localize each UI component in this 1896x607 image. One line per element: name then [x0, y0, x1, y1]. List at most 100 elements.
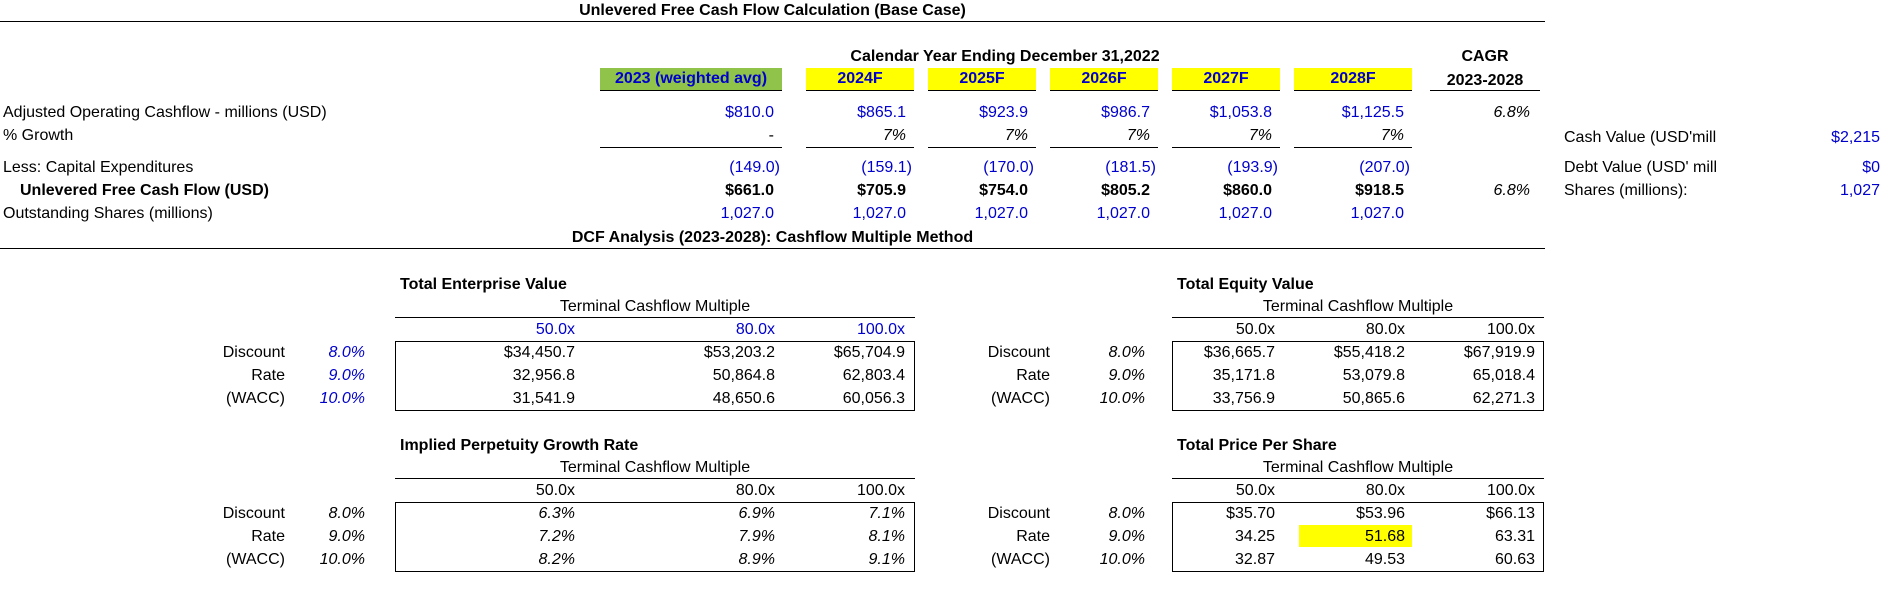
tps-rate-8: 8.0%	[1108, 505, 1145, 522]
ipg-grid-border	[395, 502, 915, 572]
ipg-cell: 9.1%	[868, 551, 905, 568]
debt-value-label: Debt Value (USD' mill	[1564, 159, 1718, 176]
ipg-rate-10: 10.0%	[319, 551, 365, 568]
tev-multiple-underline	[395, 317, 915, 318]
tps-multiple-underline	[1172, 478, 1544, 479]
cash-value: $2,215	[1831, 129, 1880, 146]
teq-cell: 33,756.9	[1212, 390, 1275, 407]
tev-rate-10: 10.0%	[319, 390, 365, 407]
tps-cell: $66.13	[1486, 505, 1535, 522]
ipg-rate-8: 8.0%	[328, 505, 365, 522]
tev-multiple-80: 80.0x	[735, 321, 775, 338]
adj-op-cf-2025: $923.9	[979, 104, 1028, 121]
tps-multiple-100: 100.0x	[1486, 482, 1535, 499]
ipg-rate-label-discount: Discount	[222, 505, 285, 522]
cagr-label: CAGR	[1461, 48, 1509, 65]
calendar-header: Calendar Year Ending December 31,2022	[850, 48, 1160, 65]
tev-rate-label-wacc: (WACC)	[226, 390, 285, 407]
ufcf-2028: $918.5	[1355, 182, 1404, 199]
tps-grid-border	[1172, 502, 1544, 572]
year-header-2027: 2027F	[1172, 68, 1280, 91]
teq-multiple-label: Terminal Cashflow Multiple	[1262, 298, 1454, 315]
shares-label: Shares (millions):	[1564, 182, 1688, 199]
year-header-2024: 2024F	[806, 68, 914, 91]
tps-highlight-cell	[1299, 525, 1412, 547]
shares-2027: 1,027.0	[1218, 205, 1272, 222]
year-header-2026: 2026F	[1050, 68, 1158, 91]
tps-rate-label-wacc: (WACC)	[991, 551, 1050, 568]
main-title: Unlevered Free Cash Flow Calculation (Ba…	[579, 2, 966, 19]
tps-cell: 32.87	[1234, 551, 1275, 568]
tps-cell: 34.25	[1234, 528, 1275, 545]
growth-underline	[1050, 147, 1158, 148]
shares-2026: 1,027.0	[1096, 205, 1150, 222]
tev-cell: $34,450.7	[503, 344, 575, 361]
teq-rate-9: 9.0%	[1108, 367, 1145, 384]
tps-rate-label-rate: Rate	[1016, 528, 1050, 545]
adj-op-cf-2026: $986.7	[1101, 104, 1150, 121]
growth-underline	[1294, 147, 1412, 148]
tev-multiple-100: 100.0x	[856, 321, 905, 338]
ipg-cell: 8.9%	[738, 551, 775, 568]
tps-cell: 49.53	[1364, 551, 1405, 568]
growth-2027: 7%	[1248, 127, 1272, 144]
shares-2023: 1,027.0	[720, 205, 774, 222]
tps-multiple-50: 50.0x	[1235, 482, 1275, 499]
teq-title: Total Equity Value	[1177, 276, 1314, 293]
teq-cell: 50,865.6	[1342, 390, 1405, 407]
ipg-cell: 6.3%	[538, 505, 575, 522]
ufcf-2024: $705.9	[857, 182, 906, 199]
shares-2024: 1,027.0	[852, 205, 906, 222]
growth-underline	[806, 147, 914, 148]
teq-multiple-80: 80.0x	[1365, 321, 1405, 338]
tev-rate-8: 8.0%	[328, 344, 365, 361]
teq-cell: 62,271.3	[1472, 390, 1535, 407]
teq-cell: 35,171.8	[1212, 367, 1275, 384]
tev-cell: $65,704.9	[833, 344, 905, 361]
capex-2024: (159.1)	[861, 159, 912, 176]
teq-multiple-100: 100.0x	[1486, 321, 1535, 338]
ufcf-2026: $805.2	[1101, 182, 1150, 199]
growth-underline	[928, 147, 1036, 148]
capex-2027: (193.9)	[1227, 159, 1278, 176]
tps-multiple-80: 80.0x	[1365, 482, 1405, 499]
growth-2023: -	[768, 127, 774, 144]
growth-2025: 7%	[1004, 127, 1028, 144]
teq-cell: $67,919.9	[1463, 344, 1535, 361]
tps-rate-label-discount: Discount	[987, 505, 1050, 522]
tev-cell: 48,650.6	[712, 390, 775, 407]
tev-cell: 50,864.8	[712, 367, 775, 384]
adj-op-cf-2028: $1,125.5	[1341, 104, 1404, 121]
ipg-cell: 7.2%	[538, 528, 575, 545]
ipg-rate-label-rate: Rate	[251, 528, 285, 545]
teq-rate-label-discount: Discount	[987, 344, 1050, 361]
growth-2026: 7%	[1126, 127, 1150, 144]
tps-multiple-label: Terminal Cashflow Multiple	[1262, 459, 1454, 476]
teq-rate-8: 8.0%	[1108, 344, 1145, 361]
ipg-cell: 6.9%	[738, 505, 775, 522]
shares-value: 1,027	[1839, 182, 1880, 199]
cash-value-label: Cash Value (USD'mill	[1564, 129, 1717, 146]
tev-rate-9: 9.0%	[328, 367, 365, 384]
tps-cell: $53.96	[1356, 505, 1405, 522]
tps-cell: 51.68	[1364, 528, 1405, 545]
teq-multiple-underline	[1172, 317, 1544, 318]
dcf-title: DCF Analysis (2023-2028): Cashflow Multi…	[571, 229, 974, 246]
tps-cell: 60.63	[1494, 551, 1535, 568]
tev-cell: 60,056.3	[842, 390, 905, 407]
ufcf-cagr: 6.8%	[1493, 182, 1530, 199]
tev-rate-label-discount: Discount	[222, 344, 285, 361]
ipg-cell: 8.1%	[868, 528, 905, 545]
teq-cell: $55,418.2	[1333, 344, 1405, 361]
teq-grid-border	[1172, 341, 1544, 411]
row-label-ufcf: Unlevered Free Cash Flow (USD)	[20, 182, 269, 199]
tev-rate-label-rate: Rate	[251, 367, 285, 384]
shares-2025: 1,027.0	[974, 205, 1028, 222]
ipg-cell: 7.1%	[868, 505, 905, 522]
row-label-growth: % Growth	[3, 127, 74, 144]
tps-cell: 63.31	[1494, 528, 1535, 545]
tev-cell: $53,203.2	[703, 344, 775, 361]
ipg-title: Implied Perpetuity Growth Rate	[400, 437, 639, 454]
tps-cell: $35.70	[1226, 505, 1275, 522]
cagr-range: 2023-2028	[1446, 72, 1524, 89]
